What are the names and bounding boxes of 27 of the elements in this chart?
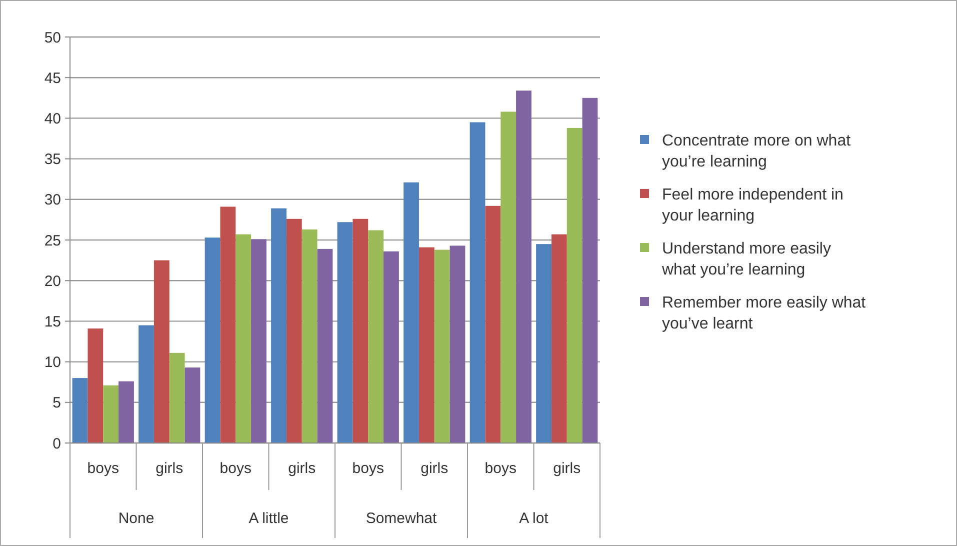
text: A lot	[519, 510, 550, 527]
legend-label: Concentrate more on what you’re learning	[662, 132, 852, 170]
x-tick-label: boys	[352, 460, 384, 477]
y-tick-label: 5	[52, 394, 61, 412]
legend-label: Remember more easily what you’ve learnt	[662, 294, 866, 332]
text: Somewhat	[366, 510, 438, 527]
legend-label: Understand more easily what you’re learning	[661, 240, 831, 278]
x-tick-label: boys	[484, 460, 516, 477]
x-tick-label: girls	[553, 460, 581, 477]
y-tick-label: 45	[44, 70, 61, 87]
y-tick-label: 10	[44, 354, 61, 372]
text: A little	[248, 510, 289, 527]
y-tick-label: 30	[44, 192, 61, 209]
x-tick-label: girls	[288, 460, 316, 477]
x-tick-label: girls	[156, 460, 184, 477]
legend-label: Feel more independent in your learning	[662, 186, 844, 224]
y-tick-label: 25	[44, 232, 61, 250]
y-tick-label: 20	[44, 272, 61, 290]
x-tick-label: boys	[220, 460, 252, 477]
y-tick-label: 15	[44, 313, 61, 330]
x-tick-label: boys	[87, 460, 119, 477]
x-tick-label: girls	[420, 460, 448, 477]
y-tick-label: 0	[52, 435, 61, 452]
y-tick-label: 50	[44, 29, 61, 46]
text: None	[118, 510, 154, 527]
y-tick-label: 40	[44, 110, 61, 128]
y-tick-label: 35	[44, 151, 61, 168]
